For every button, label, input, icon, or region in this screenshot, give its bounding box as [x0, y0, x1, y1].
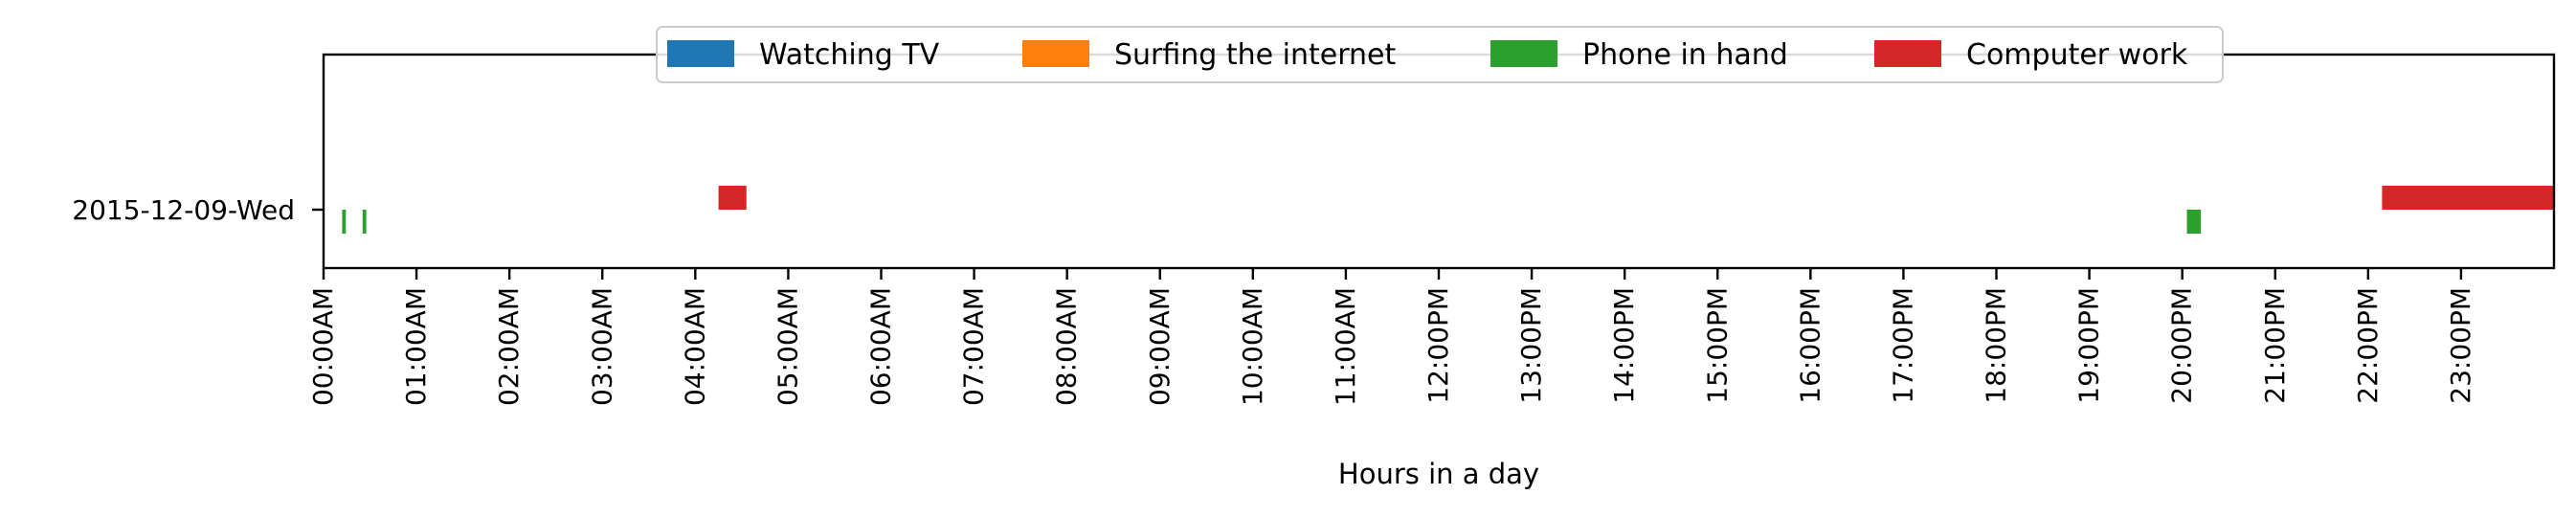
- legend: Watching TV Surfing the internet Phone in …: [656, 26, 2224, 83]
- x-axis-title: Hours in a day: [1338, 458, 1539, 490]
- x-tick-label: 14:00PM: [1608, 287, 1640, 404]
- plot-area-frame: [322, 53, 2556, 270]
- x-tick-label: 10:00AM: [1237, 287, 1268, 406]
- x-tick-label: 02:00AM: [493, 287, 525, 406]
- x-tick-label: 19:00PM: [2073, 287, 2105, 404]
- x-tick-label: 11:00AM: [1330, 287, 1361, 406]
- bar-computer-work-1: [2382, 186, 2554, 210]
- x-tick-label: 03:00AM: [586, 287, 617, 406]
- bars-layer: [342, 186, 2554, 234]
- x-tick-label: 16:00PM: [1794, 287, 1826, 404]
- legend-label-phone-in-hand: Phone in hand: [1582, 38, 1788, 72]
- x-tick-label: 05:00AM: [772, 287, 803, 406]
- bar-phone-in-hand-2: [2186, 210, 2202, 234]
- x-tick-label: 15:00PM: [1701, 287, 1733, 404]
- x-tick-label: 04:00AM: [679, 287, 710, 406]
- x-tick-label: 07:00AM: [958, 287, 990, 406]
- x-tick-label: 08:00AM: [1051, 287, 1083, 406]
- legend-label-computer-work: Computer work: [1966, 38, 2188, 72]
- legend-swatch-surfing-the-internet: [1022, 40, 1089, 67]
- x-tick-label: 12:00PM: [1422, 287, 1454, 404]
- legend-swatch-computer-work: [1874, 40, 1941, 67]
- x-axis: 00:00AM 01:00AM 02:00AM 03:00AM 04:00AM 05:00…: [307, 268, 2476, 406]
- x-tick-label: 18:00PM: [1981, 287, 2012, 404]
- y-axis: 2015-12-09-Wed: [72, 194, 324, 226]
- x-tick-label: 20:00PM: [2166, 287, 2198, 404]
- x-tick-label: 21:00PM: [2259, 287, 2291, 404]
- x-tick-label: 22:00PM: [2352, 287, 2384, 404]
- legend-swatch-watching-tv: [667, 40, 734, 67]
- x-tick-label: 09:00AM: [1144, 287, 1176, 406]
- x-tick-label: 00:00AM: [307, 287, 339, 406]
- x-tick-label: 06:00AM: [865, 287, 897, 406]
- bar-computer-work-0: [718, 186, 747, 210]
- legend-label-surfing-the-internet: Surfing the internet: [1114, 38, 1396, 72]
- bar-phone-in-hand-0: [342, 210, 347, 234]
- y-tick-label: 2015-12-09-Wed: [72, 194, 295, 226]
- legend-swatch-phone-in-hand: [1490, 40, 1557, 67]
- legend-label-watching-tv: Watching TV: [759, 38, 940, 72]
- x-tick-label: 13:00PM: [1515, 287, 1547, 404]
- x-tick-label: 23:00PM: [2445, 287, 2476, 404]
- x-tick-label: 01:00AM: [400, 287, 432, 406]
- x-tick-label: 17:00PM: [1887, 287, 1918, 404]
- bar-phone-in-hand-1: [362, 210, 367, 234]
